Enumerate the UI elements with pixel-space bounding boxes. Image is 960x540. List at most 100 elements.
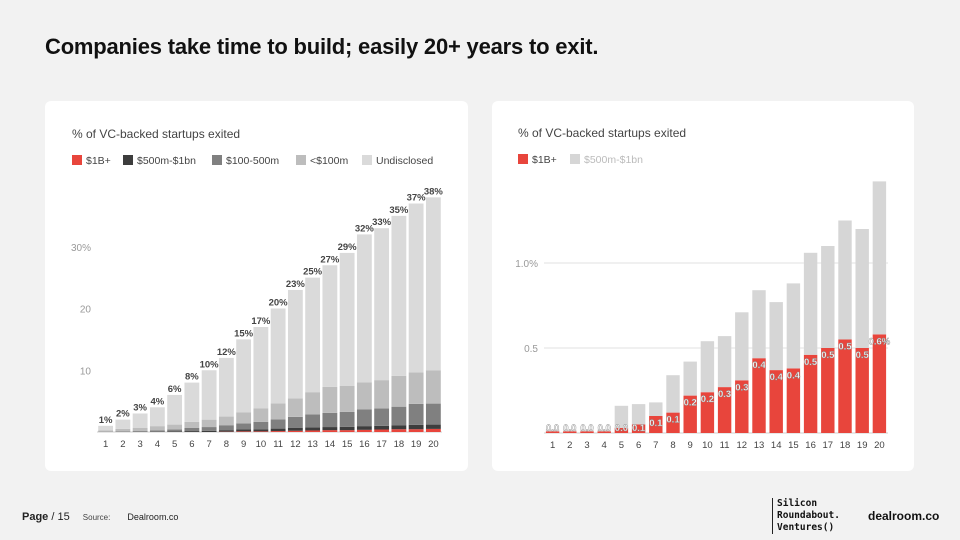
bar-segment: [408, 429, 424, 432]
bar-segment: [270, 308, 286, 404]
x-tick-label: 11: [720, 440, 730, 451]
bar-segment: [803, 252, 818, 355]
bar-segment: [821, 246, 835, 348]
bar-value-label: 0.2: [701, 394, 714, 405]
total-label: 23%: [286, 279, 306, 290]
dealroom-logo: dealroom.co: [868, 509, 940, 523]
bar-segment: [236, 412, 252, 424]
total-label: 37%: [407, 193, 427, 204]
bar-value-label: 0.4: [770, 372, 784, 383]
bar-value-label: 0.6%: [869, 336, 891, 347]
bar-segment: [201, 419, 217, 428]
legend-label: $500m-$1bn: [584, 154, 643, 166]
legend-label: <$100m: [310, 155, 348, 167]
right-stacked-bar-chart: % of VC-backed startups exited $1B+ $500m-…: [515, 126, 891, 451]
total-label: 6%: [168, 384, 182, 395]
bar-segment: [253, 431, 269, 432]
bar-segment: [545, 431, 560, 433]
bar-segment: [356, 429, 372, 432]
bar-segment: [218, 416, 234, 426]
bar-segment: [149, 407, 165, 427]
x-tick-label: 1: [103, 439, 108, 450]
x-tick-label: 14: [771, 440, 782, 451]
x-tick-label: 18: [394, 439, 405, 450]
bar-segment: [769, 370, 783, 433]
x-tick-label: 17: [823, 440, 834, 451]
total-label: 8%: [185, 372, 199, 383]
silicon-roundabout-logo: Silicon Roundabout. Ventures(): [772, 498, 840, 534]
x-tick-label: 7: [206, 439, 211, 450]
bar-segment: [149, 430, 165, 432]
bar-segment: [425, 424, 441, 429]
bar-segment: [597, 431, 611, 433]
bar-value-label: 0.1: [666, 415, 680, 426]
bar-segment: [218, 430, 234, 432]
x-tick-label: 6: [636, 440, 641, 451]
bar-segment: [425, 428, 441, 432]
bar-segment: [666, 375, 680, 413]
page-title: Companies take time to build; easily 20+…: [45, 34, 599, 59]
bar-segment: [597, 429, 611, 432]
bar-value-label: 0.2: [684, 398, 697, 409]
bar-segment: [735, 380, 749, 433]
total-label: 35%: [389, 205, 409, 216]
bar-segment: [717, 387, 732, 433]
bar-value-label: 0.5: [804, 357, 818, 368]
bar-segment: [201, 430, 217, 432]
right-chart-card: % of VC-backed startups exited $1B+ $500m-…: [492, 101, 914, 471]
bar-segment: [356, 382, 372, 410]
x-tick-label: 19: [411, 439, 422, 450]
bar-value-label: 0.0: [546, 423, 559, 434]
x-tick-label: 15: [342, 439, 353, 450]
bar-segment: [253, 408, 269, 422]
x-tick-label: 1: [550, 440, 555, 451]
x-tick-label: 18: [840, 440, 851, 451]
x-tick-label: 5: [172, 439, 177, 450]
bar-segment: [821, 348, 835, 433]
bar-segment: [803, 354, 818, 433]
bar-segment: [305, 414, 321, 428]
bar-segment: [391, 375, 407, 407]
x-tick-label: 16: [805, 440, 816, 451]
bar-segment: [98, 425, 114, 431]
y-tick-label: 1.0%: [515, 259, 538, 270]
bar-value-label: 0.0: [563, 423, 576, 434]
chart-title: % of VC-backed startups exited: [518, 126, 686, 140]
bar-segment: [356, 426, 372, 430]
y-tick-label: 30%: [71, 243, 91, 254]
bar-segment: [339, 385, 355, 412]
total-label: 4%: [151, 396, 165, 407]
bar-value-label: 0.5: [838, 342, 852, 353]
legend-swatch: [212, 155, 222, 165]
bar-segment: [872, 181, 887, 335]
total-label: 29%: [338, 242, 358, 253]
total-label: 33%: [372, 217, 392, 228]
legend-label: $100-500m: [226, 155, 279, 167]
bar-segment: [253, 421, 269, 430]
bar-segment: [322, 412, 338, 428]
bar-segment: [631, 424, 646, 433]
total-label: 2%: [116, 409, 130, 420]
bar-segment: [305, 392, 321, 415]
bar-value-label: 0.1: [649, 418, 663, 429]
bar-segment: [339, 252, 355, 386]
bar-segment: [339, 430, 355, 432]
bar-segment: [838, 220, 852, 340]
bar-segment: [115, 419, 131, 429]
bar-segment: [305, 277, 321, 393]
total-label: 15%: [234, 328, 254, 339]
bar-segment: [614, 405, 629, 428]
legend-swatch: [362, 155, 372, 165]
left-stacked-bar-chart: % of VC-backed startups exited $1B+ $500m-…: [71, 127, 443, 450]
bar-segment: [855, 229, 869, 348]
bar-segment: [184, 382, 200, 422]
page-label: Page / 15: [22, 511, 70, 523]
bar-segment: [270, 431, 286, 432]
bar-segment: [425, 403, 441, 425]
bar-segment: [838, 339, 852, 433]
total-label: 25%: [303, 267, 323, 278]
bar-segment: [425, 370, 441, 404]
bar-value-label: 0.1: [632, 423, 646, 434]
legend-label: $500m-$1bn: [137, 155, 196, 167]
total-label: 20%: [269, 298, 289, 309]
